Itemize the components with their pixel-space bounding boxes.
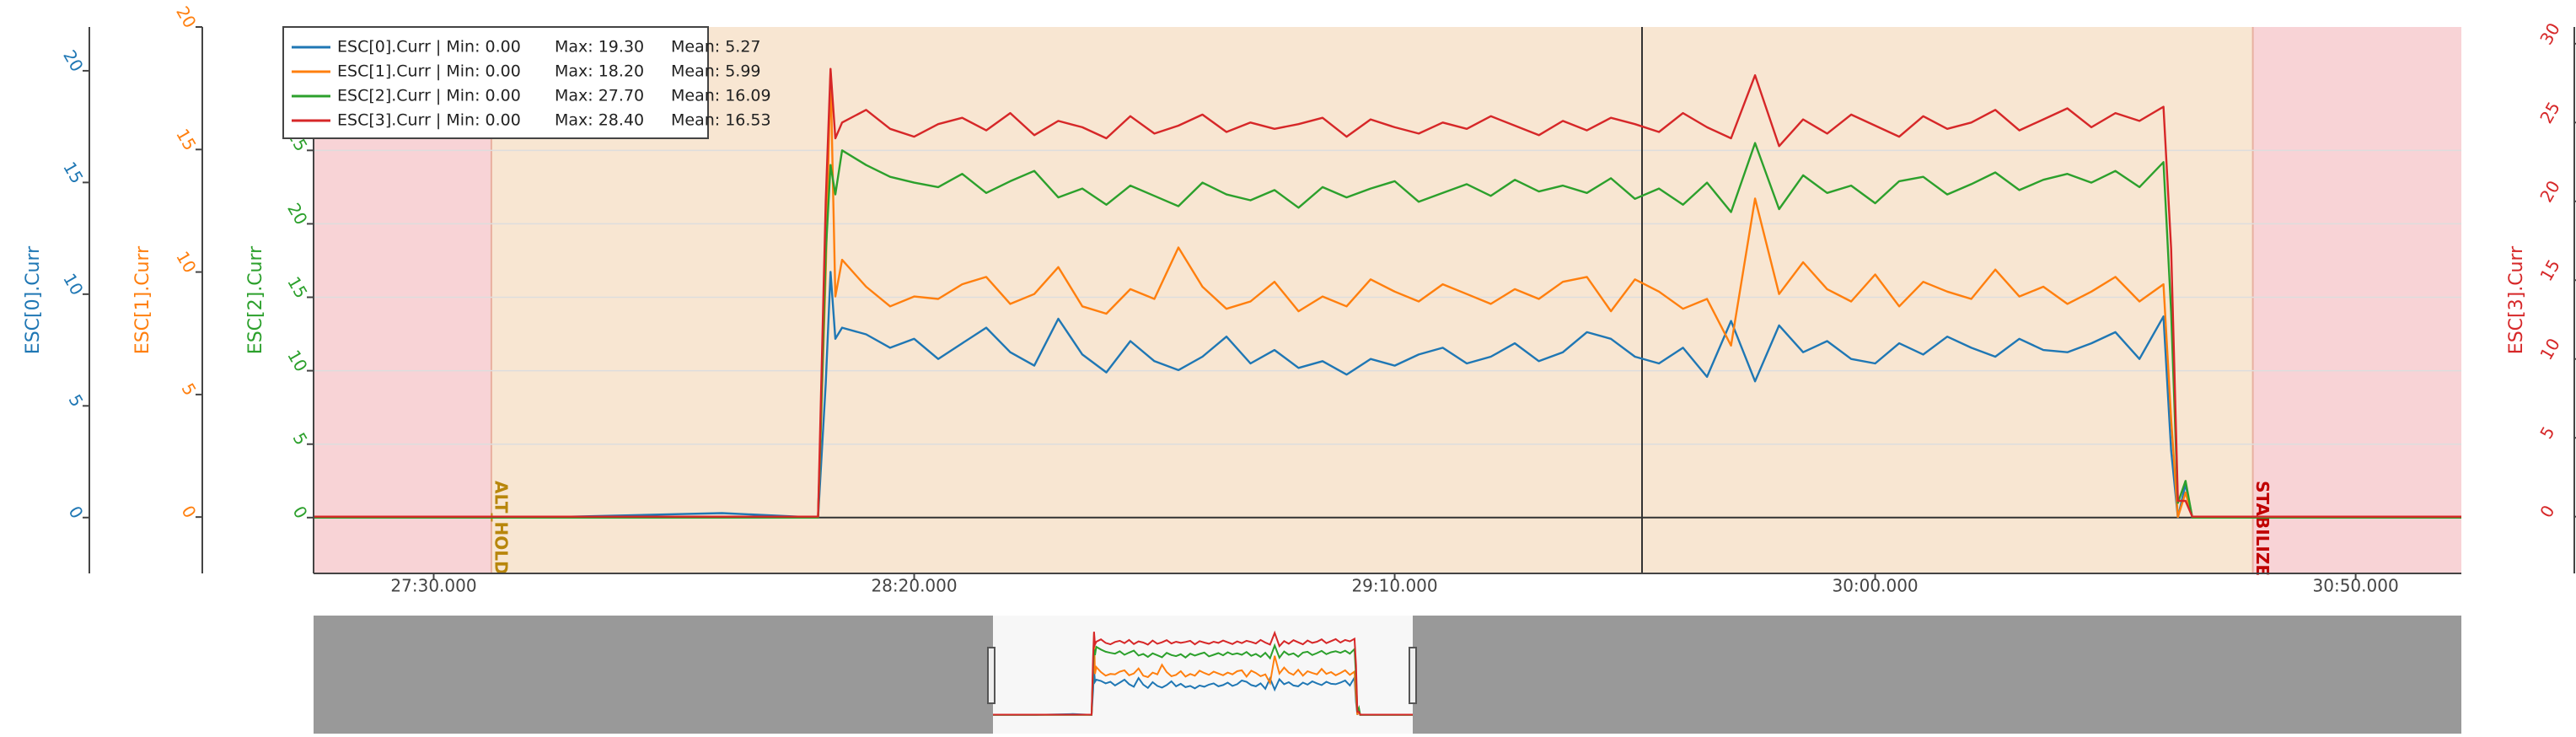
y-tick-label: 0 xyxy=(2536,502,2558,521)
legend-label: ESC[1].Curr | Min: 0.00 xyxy=(337,62,521,81)
y-tick-label: 5 xyxy=(65,391,88,411)
x-tick-label: 30:50.000 xyxy=(2313,576,2399,596)
slider-line xyxy=(993,632,1413,716)
mode-band xyxy=(491,27,2253,573)
legend-label: Max: 19.30 xyxy=(555,38,644,56)
x-tick-label: 28:20.000 xyxy=(871,576,957,596)
x-tick-label: 27:30.000 xyxy=(390,576,476,596)
legend-label: ESC[0].Curr | Min: 0.00 xyxy=(337,38,521,56)
y-tick-label: 10 xyxy=(2536,335,2564,363)
y-axis-title: ESC[3].Curr xyxy=(2506,245,2527,354)
y-axis-title: ESC[2].Curr xyxy=(245,245,266,354)
legend: ESC[0].Curr | Min: 0.00 Max: 19.30 Mean: 5… xyxy=(282,26,771,139)
legend-label: Mean: 5.99 xyxy=(671,62,761,81)
y-tick-label: 0 xyxy=(178,502,201,521)
y-tick-label: 30 xyxy=(2536,19,2564,48)
legend-label: ESC[3].Curr | Min: 0.00 xyxy=(337,111,521,130)
mode-band xyxy=(2252,27,2461,573)
y-tick-label: 0 xyxy=(289,503,312,522)
y-tick-label: 5 xyxy=(178,379,201,399)
slider-line xyxy=(993,643,1413,716)
y-tick-label: 25 xyxy=(2536,99,2564,127)
slider-handle[interactable] xyxy=(987,647,996,704)
legend-box xyxy=(282,26,709,139)
legend-label: Max: 18.20 xyxy=(555,62,644,81)
y-tick-label: 5 xyxy=(2536,422,2558,442)
mode-label: ALT_HOLD xyxy=(491,481,511,575)
legend-label: Mean: 16.09 xyxy=(671,87,771,105)
legend-label: Max: 27.70 xyxy=(555,87,644,105)
legend-label: Max: 28.40 xyxy=(555,111,644,130)
legend-label: Mean: 16.53 xyxy=(671,111,771,130)
slider-line xyxy=(993,669,1413,716)
traces xyxy=(314,67,2461,519)
series-line xyxy=(314,142,2461,519)
series-line xyxy=(314,67,2461,518)
mode-bands: ALT_HOLD STABILIZE xyxy=(313,27,2461,576)
series-line xyxy=(314,70,2461,519)
legend-label: Mean: 5.27 xyxy=(671,38,761,56)
legend-label: ESC[2].Curr | Min: 0.00 xyxy=(337,87,521,105)
mode-label: STABILIZE xyxy=(2252,481,2273,576)
y-tick-label: 0 xyxy=(65,503,88,522)
y-tick-label: 15 xyxy=(2536,256,2564,284)
slider-line xyxy=(993,630,1413,716)
range-slider[interactable] xyxy=(314,616,2461,734)
y-tick-label: 5 xyxy=(289,429,312,449)
series-line xyxy=(314,271,2461,519)
x-tick-label: 30:00.000 xyxy=(1832,576,1918,596)
slider-handle[interactable] xyxy=(1409,647,1417,704)
y-axis-title: ESC[0].Curr xyxy=(23,245,44,354)
y-tick-label: 20 xyxy=(2536,177,2564,206)
y-axis-title: ESC[1].Curr xyxy=(132,245,153,354)
x-tick-label: 29:10.000 xyxy=(1351,576,1437,596)
axes: 27:30.000 28:20.000 29:10.000 30:00.000 30:5… xyxy=(23,3,2576,596)
